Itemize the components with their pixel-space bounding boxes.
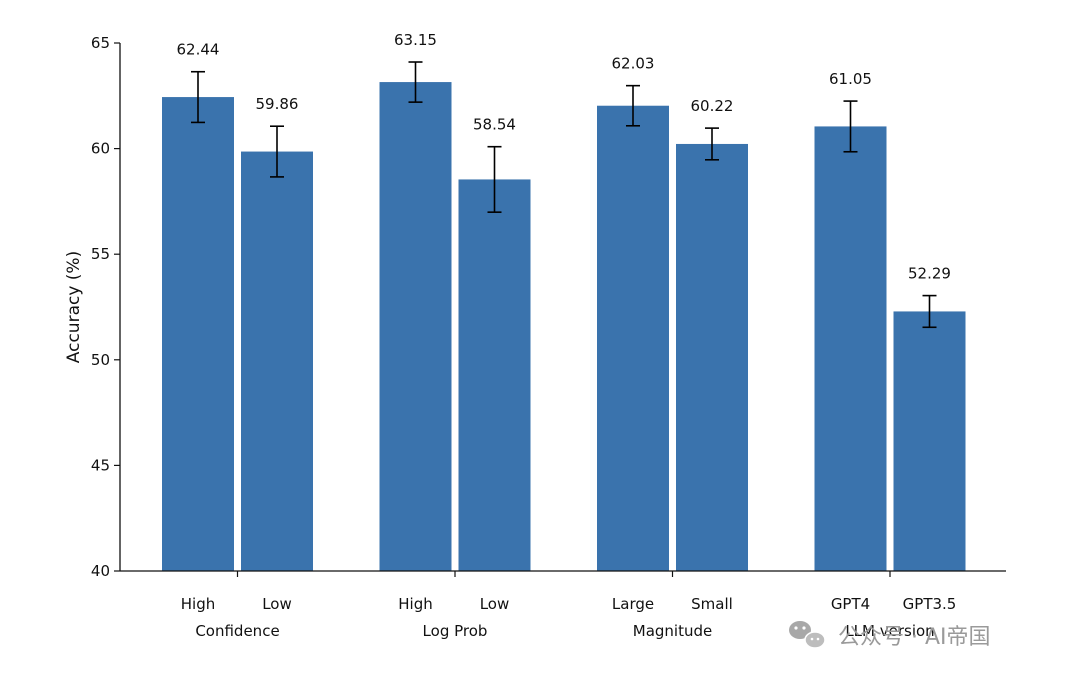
value-label: 59.86 — [256, 95, 299, 113]
value-label: 58.54 — [473, 116, 516, 134]
y-tick-label: 60 — [91, 140, 110, 158]
x-category-label: Large — [612, 595, 654, 613]
bar — [379, 82, 452, 572]
y-tick-label: 45 — [91, 456, 110, 474]
value-label: 52.29 — [908, 265, 951, 283]
x-group-label: LLM version — [845, 622, 934, 640]
axes: Accuracy (%) 40 45 50 55 60 65 High Low Confiden… — [64, 34, 1006, 640]
value-label: 62.44 — [177, 41, 220, 59]
value-label: 63.15 — [394, 31, 437, 49]
x-category-label: Small — [691, 595, 733, 613]
x-category-label: GPT3.5 — [903, 595, 957, 613]
bar — [458, 179, 531, 572]
value-label: 62.03 — [612, 55, 655, 73]
bar — [241, 151, 313, 571]
bar — [893, 311, 966, 571]
y-tick-label: 40 — [91, 562, 110, 580]
x-category-label: High — [181, 595, 215, 613]
y-axis-label: Accuracy (%) — [64, 251, 84, 363]
x-category-label: Low — [480, 595, 510, 613]
x-category-label: Low — [262, 595, 292, 613]
bar — [597, 105, 669, 571]
x-category-label: High — [398, 595, 432, 613]
x-category-label: GPT4 — [831, 595, 870, 613]
value-label: 61.05 — [829, 70, 872, 88]
watermark-text: 公众号 · AI帝国 — [838, 625, 991, 650]
y-tick-label: 55 — [91, 245, 110, 263]
bar — [676, 143, 748, 571]
bar — [162, 97, 234, 571]
plot-area: 62.44 59.86 63.15 58.54 62.03 60.22 61.05 52.29 — [162, 31, 966, 572]
x-group-label: Log Prob — [423, 622, 488, 640]
y-tick-label: 65 — [91, 34, 110, 52]
wechat-icon — [789, 621, 826, 649]
bar — [814, 126, 887, 571]
y-tick-label: 50 — [91, 351, 110, 369]
value-label: 60.22 — [691, 97, 734, 115]
x-group-label: Confidence — [195, 622, 279, 640]
x-group-label: Magnitude — [633, 622, 712, 640]
watermark: 公众号 · AI帝国 — [789, 621, 991, 650]
